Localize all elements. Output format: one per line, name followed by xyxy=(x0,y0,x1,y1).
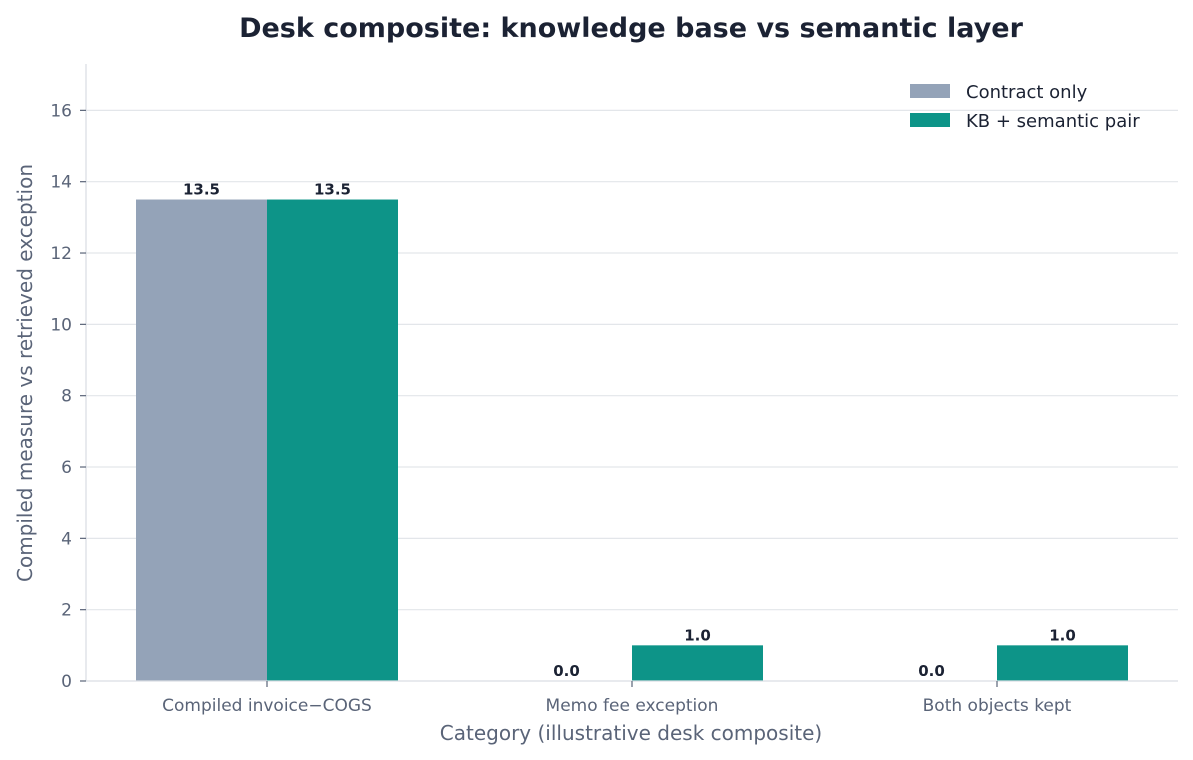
legend-label-0: Contract only xyxy=(966,82,1088,103)
data-label-1-0: 0.0 xyxy=(553,662,580,680)
y-tick-label-6: 12 xyxy=(50,244,72,264)
chart-title: Desk composite: knowledge base vs semant… xyxy=(239,13,1024,44)
data-label-0-0: 13.5 xyxy=(183,181,220,199)
legend: Contract only KB + semantic pair xyxy=(910,82,1140,132)
y-axis-label: Compiled measure vs retrieved exception xyxy=(13,164,37,582)
data-label-1-1: 1.0 xyxy=(684,626,711,644)
data-label-0-1: 13.5 xyxy=(314,181,351,199)
bar-0-0 xyxy=(136,199,267,682)
y-tick-label-0: 0 xyxy=(61,672,72,692)
data-labels: 13.5 13.5 0.0 1.0 0.0 1.0 xyxy=(183,181,1076,680)
bar-0-1 xyxy=(267,199,398,682)
y-tick-label-3: 6 xyxy=(61,458,72,478)
x-tick-label-0: Compiled invoice−COGS xyxy=(162,696,372,716)
bars xyxy=(136,199,1128,682)
x-tick-label-2: Both objects kept xyxy=(923,696,1072,716)
data-label-2-1: 1.0 xyxy=(1049,626,1076,644)
y-axis-ticks: 0 2 4 6 8 10 12 14 16 xyxy=(50,101,86,692)
y-tick-label-2: 4 xyxy=(61,529,72,549)
bar-1-1 xyxy=(632,645,763,681)
legend-swatch-1 xyxy=(910,113,950,127)
x-axis-ticks: Compiled invoice−COGS Memo fee exception B… xyxy=(162,681,1072,716)
y-tick-label-1: 2 xyxy=(61,601,72,621)
legend-swatch-0 xyxy=(910,84,950,98)
y-tick-label-5: 10 xyxy=(50,315,72,335)
y-tick-label-7: 14 xyxy=(50,173,72,193)
bar-2-1 xyxy=(997,645,1128,681)
x-axis-label: Category (illustrative desk composite) xyxy=(440,721,822,745)
data-label-2-0: 0.0 xyxy=(918,662,945,680)
legend-label-1: KB + semantic pair xyxy=(966,111,1140,132)
y-tick-label-8: 16 xyxy=(50,101,72,121)
x-tick-label-1: Memo fee exception xyxy=(546,696,719,716)
y-tick-label-4: 8 xyxy=(61,387,72,407)
